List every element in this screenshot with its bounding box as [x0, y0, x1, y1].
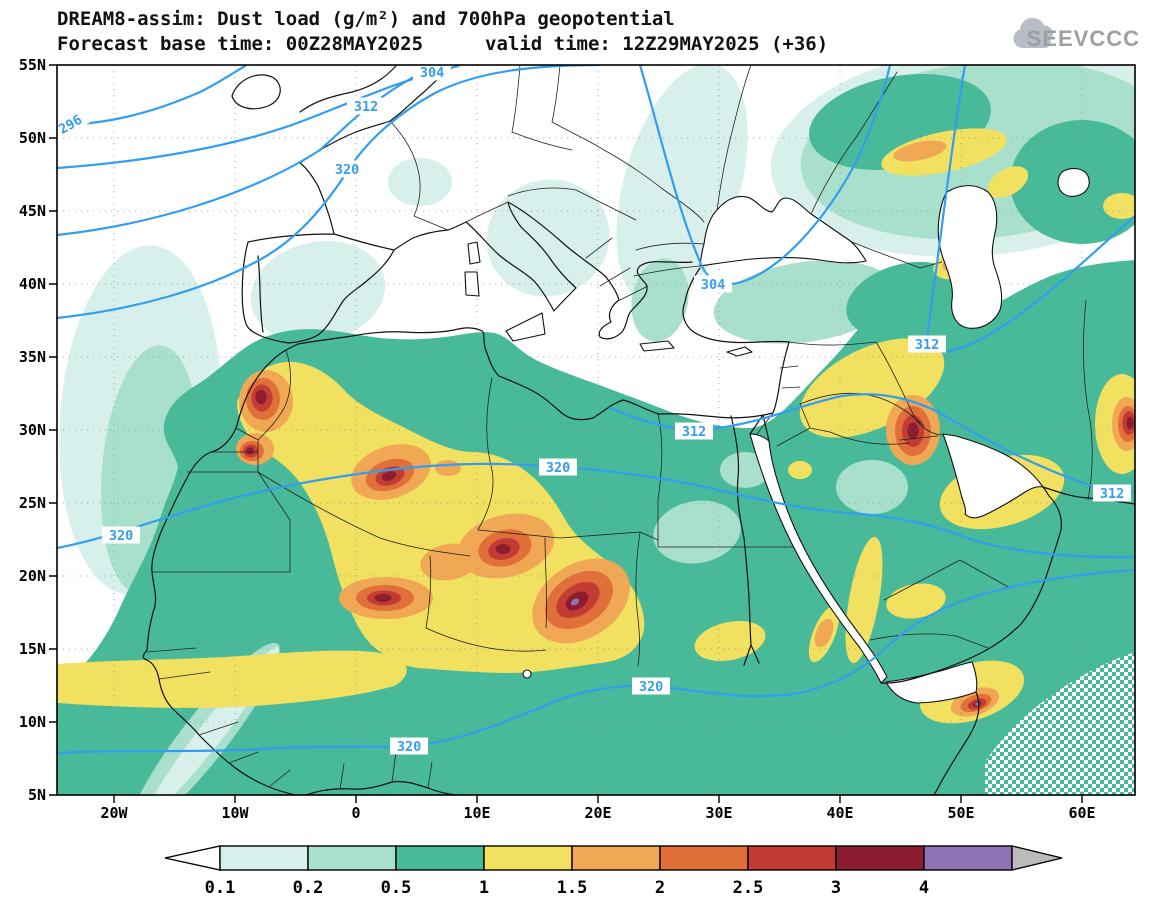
- geopotential-label: 320: [109, 528, 133, 544]
- longitude-tick-label: 40E: [826, 804, 853, 822]
- colorbar-cell: [219, 845, 309, 871]
- geopotential-contour-labels: 296 304 312 320 304 312 312 312 320 320 …: [57, 65, 1131, 755]
- geopotential-label: 312: [682, 424, 706, 440]
- colorbar-tick-label: 0.5: [381, 878, 412, 898]
- latitude-axis: 55N 50N 45N 40N 35N 30N 25N 20N 15N 10N …: [19, 56, 46, 804]
- logo-text: SEEVCCC: [1027, 26, 1140, 51]
- colorbar-overflow-arrow: [1011, 845, 1063, 871]
- latitude-tick-label: 50N: [19, 129, 46, 147]
- axis-ticks: [49, 64, 1083, 803]
- seevccc-logo: SEEVCCC: [1013, 17, 1140, 51]
- latitude-tick-label: 40N: [19, 275, 46, 293]
- latitude-tick-label: 55N: [19, 56, 46, 74]
- country-borders: [146, 65, 1093, 790]
- geopotential-contour: [57, 65, 247, 126]
- geopotential-label: 312: [915, 337, 939, 353]
- longitude-tick-label: 20E: [584, 804, 611, 822]
- colorbar-tick-label: 0.2: [293, 878, 324, 898]
- geopotential-label: 304: [420, 65, 444, 81]
- colorbar-cell: [747, 845, 837, 871]
- geopotential-label: 304: [701, 277, 725, 293]
- colorbar-tick-label: 0.1: [205, 878, 236, 898]
- latitude-tick-label: 20N: [19, 567, 46, 585]
- latitude-tick-label: 15N: [19, 640, 46, 658]
- latitude-tick-label: 25N: [19, 494, 46, 512]
- colorbar-cell: [483, 845, 573, 871]
- colorbar-tick-labels: 0.1 0.2 0.5 1 1.5 2 2.5 3 4: [205, 878, 929, 898]
- colorbar-underflow-arrow: [164, 845, 221, 871]
- colorbar-tick-label: 3: [831, 878, 841, 898]
- colorbar-tick-label: 1.5: [557, 878, 588, 898]
- latitude-tick-label: 35N: [19, 348, 46, 366]
- forecast-valid-time: valid time: 12Z29MAY2025 (+36): [485, 33, 828, 55]
- latitude-tick-label: 45N: [19, 202, 46, 220]
- colorbar-tick-label: 2: [655, 878, 665, 898]
- geopotential-contour: [638, 65, 892, 286]
- colorbar-cell: [923, 845, 1013, 871]
- longitude-tick-label: 30E: [705, 804, 732, 822]
- colorbar-tick-label: 1: [479, 878, 489, 898]
- latitude-tick-label: 10N: [19, 713, 46, 731]
- longitude-tick-label: 10W: [221, 804, 249, 822]
- longitude-tick-label: 50E: [947, 804, 974, 822]
- geopotential-label: 312: [354, 99, 378, 115]
- latitude-tick-label: 30N: [19, 421, 46, 439]
- geopotential-contour: [57, 65, 442, 237]
- cloud-icon: [1013, 17, 1053, 48]
- colorbar-tick-label: 4: [919, 878, 929, 898]
- contour-label-chip: [57, 107, 91, 141]
- geopotential-label: 320: [335, 162, 359, 178]
- colorbar: 0.1 0.2 0.5 1 1.5 2 2.5 3 4: [164, 845, 1063, 898]
- geopotential-label: 320: [639, 679, 663, 695]
- geopotential-contour: [57, 65, 460, 170]
- dust-load-field: [57, 65, 1135, 795]
- colorbar-tick-label: 2.5: [733, 878, 764, 898]
- colorbar-cell: [835, 845, 925, 871]
- geopotential-label: 312: [1100, 486, 1124, 502]
- geopotential-label: 320: [397, 739, 421, 755]
- longitude-tick-label: 10E: [463, 804, 490, 822]
- forecast-base-time: Forecast base time: 00Z28MAY2025: [57, 33, 423, 55]
- sea-shapes: [464, 167, 1090, 704]
- colorbar-cell: [307, 845, 397, 871]
- colorbar-cell: [571, 845, 661, 871]
- colorbar-cell: [395, 845, 485, 871]
- longitude-tick-label: 60E: [1068, 804, 1095, 822]
- longitude-tick-label: 20W: [100, 804, 128, 822]
- longitude-tick-label: 0: [351, 804, 360, 822]
- geopotential-label: 320: [546, 460, 570, 476]
- latitude-tick-label: 5N: [28, 786, 46, 804]
- plot-title: DREAM8-assim: Dust load (g/m²) and 700hP…: [57, 8, 675, 30]
- longitude-axis: 20W 10W 0 10E 20E 30E 40E 50E 60E: [100, 804, 1095, 822]
- colorbar-cell: [659, 845, 749, 871]
